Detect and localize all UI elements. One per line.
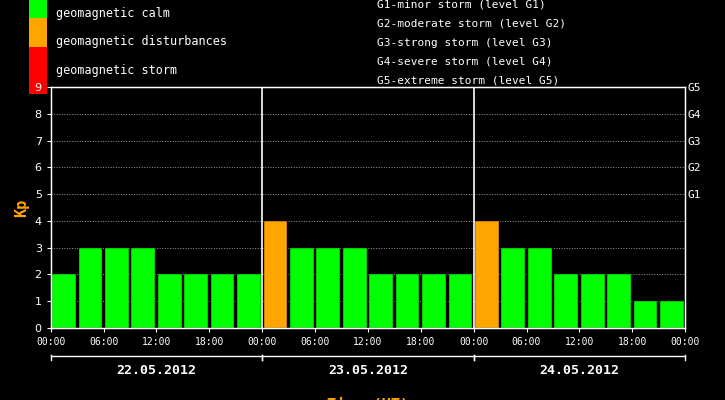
Bar — [502, 248, 525, 328]
Bar — [449, 274, 473, 328]
Bar — [211, 274, 234, 328]
Text: geomagnetic calm: geomagnetic calm — [56, 6, 170, 20]
Bar — [29, 18, 47, 66]
Bar — [369, 274, 393, 328]
Text: 23.05.2012: 23.05.2012 — [328, 364, 408, 377]
Bar — [396, 274, 420, 328]
Text: G3-strong storm (level G3): G3-strong storm (level G3) — [377, 38, 552, 48]
Text: 22.05.2012: 22.05.2012 — [117, 364, 196, 377]
Bar — [78, 248, 102, 328]
Bar — [422, 274, 446, 328]
Bar — [555, 274, 578, 328]
Bar — [660, 301, 684, 328]
Text: G5-extreme storm (level G5): G5-extreme storm (level G5) — [377, 76, 559, 86]
Text: Time (UT): Time (UT) — [327, 398, 409, 400]
Text: geomagnetic disturbances: geomagnetic disturbances — [56, 35, 227, 48]
Bar — [237, 274, 261, 328]
Bar — [343, 248, 367, 328]
Bar — [158, 274, 181, 328]
Bar — [316, 248, 340, 328]
Bar — [29, 0, 47, 37]
Y-axis label: Kp: Kp — [14, 198, 29, 217]
Text: 24.05.2012: 24.05.2012 — [539, 364, 619, 377]
Bar — [131, 248, 155, 328]
Bar — [581, 274, 605, 328]
Bar — [29, 46, 47, 94]
Bar — [52, 274, 76, 328]
Bar — [105, 248, 129, 328]
Text: G4-severe storm (level G4): G4-severe storm (level G4) — [377, 57, 552, 67]
Bar — [634, 301, 658, 328]
Text: geomagnetic storm: geomagnetic storm — [56, 64, 177, 77]
Bar — [528, 248, 552, 328]
Bar — [290, 248, 314, 328]
Text: G2-moderate storm (level G2): G2-moderate storm (level G2) — [377, 18, 566, 28]
Bar — [607, 274, 631, 328]
Bar — [184, 274, 208, 328]
Text: G1-minor storm (level G1): G1-minor storm (level G1) — [377, 0, 546, 9]
Bar — [475, 221, 499, 328]
Bar — [263, 221, 287, 328]
